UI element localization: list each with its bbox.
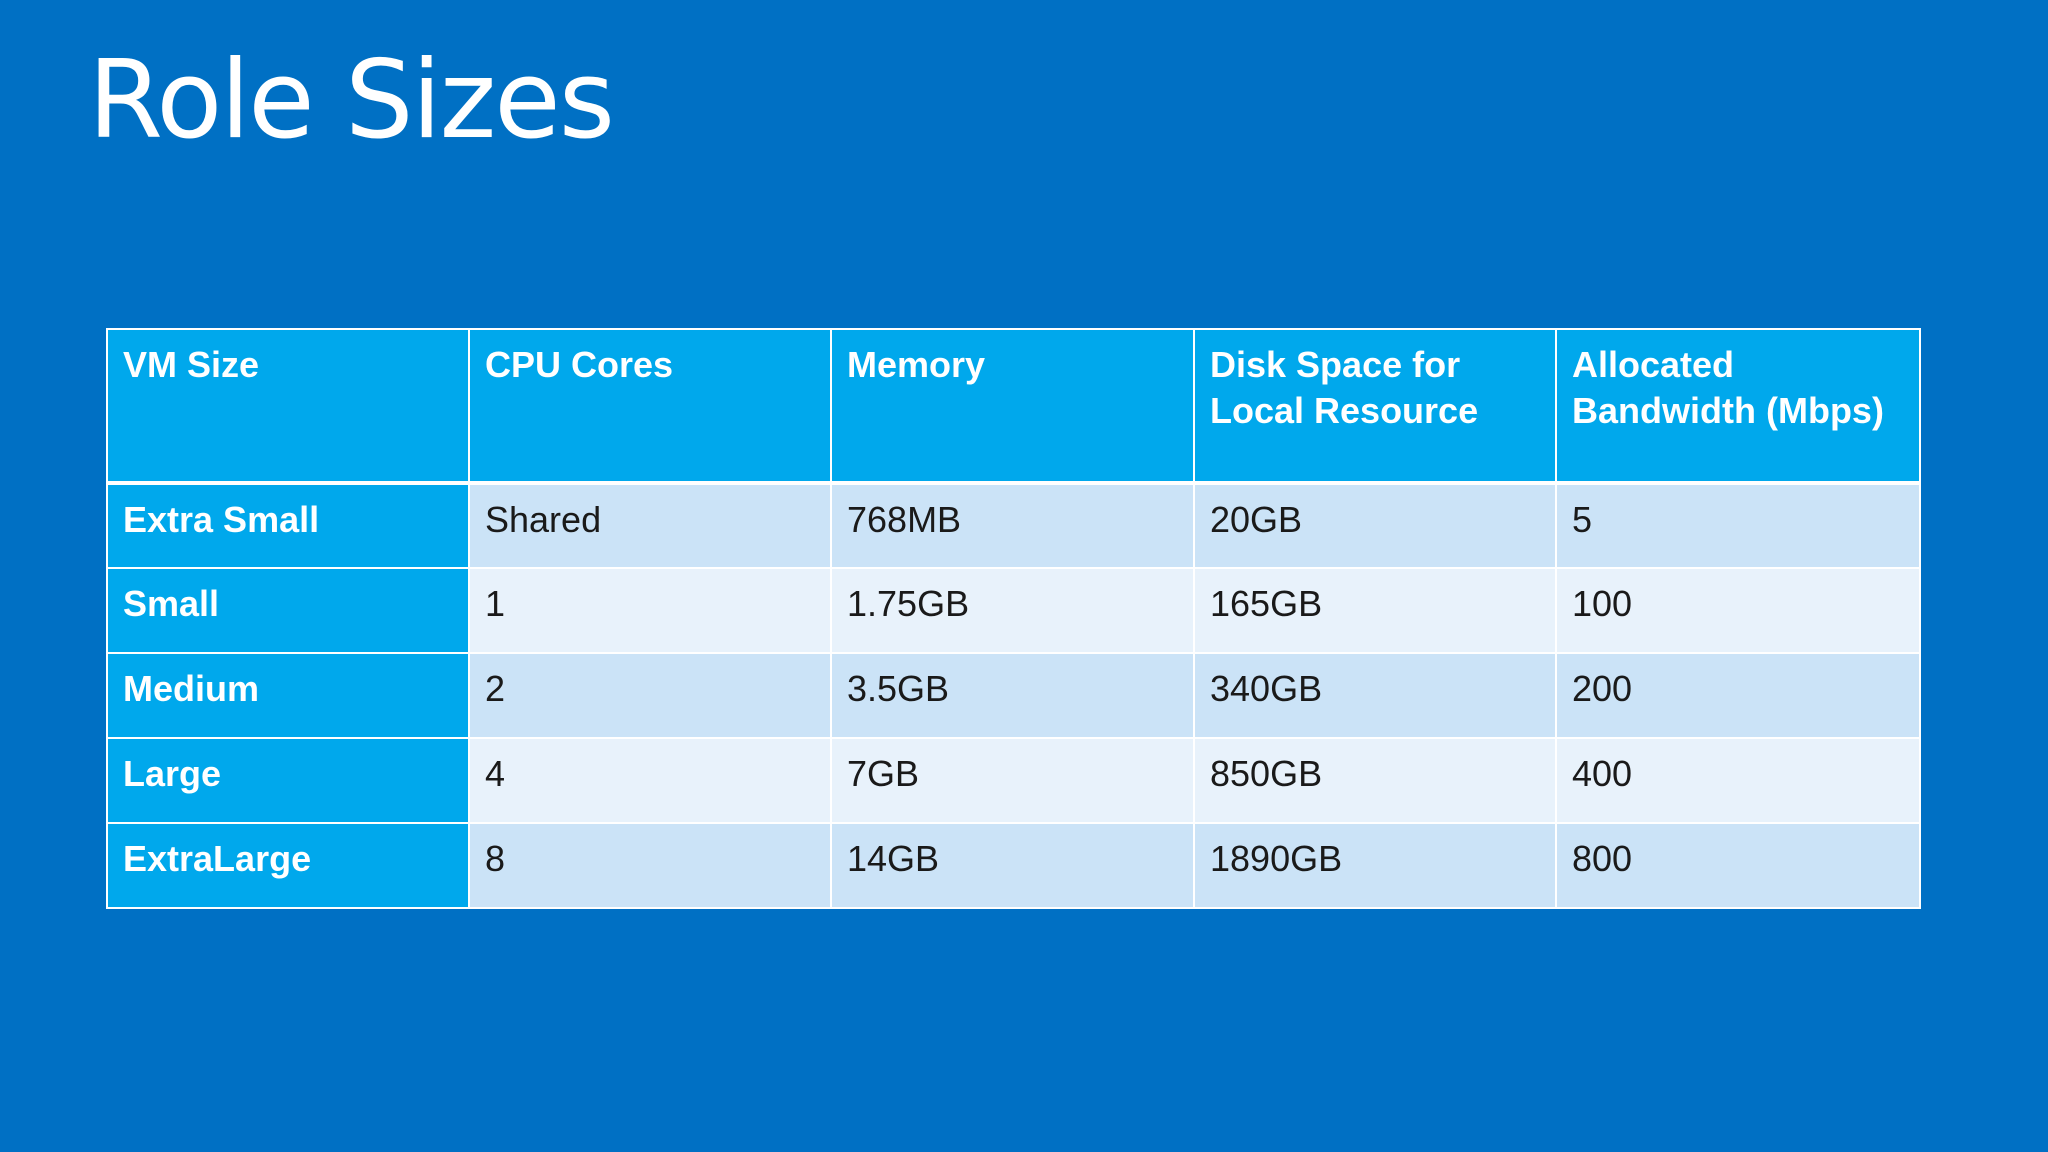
cpu-cores-cell: 8 [468,822,832,909]
table-row: Medium 2 3.5GB 340GB 200 [106,652,1921,739]
vm-size-cell: Large [106,737,470,824]
header-disk-space: Disk Space for Local Resource [1193,328,1557,484]
bandwidth-cell: 100 [1555,567,1921,654]
bandwidth-cell: 200 [1555,652,1921,739]
memory-cell: 768MB [830,482,1195,569]
slide-title: Role Sizes [88,38,615,163]
header-memory: Memory [830,328,1195,484]
bandwidth-cell: 400 [1555,737,1921,824]
vm-size-cell: Small [106,567,470,654]
disk-space-cell: 340GB [1193,652,1557,739]
header-cpu-cores: CPU Cores [468,328,832,484]
memory-cell: 7GB [830,737,1195,824]
cpu-cores-cell: 2 [468,652,832,739]
disk-space-cell: 20GB [1193,482,1557,569]
table-row: Small 1 1.75GB 165GB 100 [106,567,1921,654]
table-row: Extra Small Shared 768MB 20GB 5 [106,482,1921,569]
role-sizes-table: VM Size CPU Cores Memory Disk Space for … [106,328,1921,909]
cpu-cores-cell: Shared [468,482,832,569]
vm-size-cell: ExtraLarge [106,822,470,909]
disk-space-cell: 850GB [1193,737,1557,824]
disk-space-cell: 1890GB [1193,822,1557,909]
bandwidth-cell: 800 [1555,822,1921,909]
disk-space-cell: 165GB [1193,567,1557,654]
header-vm-size: VM Size [106,328,470,484]
table-row: Large 4 7GB 850GB 400 [106,737,1921,824]
header-row: VM Size CPU Cores Memory Disk Space for … [106,328,1921,484]
table-row: ExtraLarge 8 14GB 1890GB 800 [106,822,1921,909]
bandwidth-cell: 5 [1555,482,1921,569]
cpu-cores-cell: 4 [468,737,832,824]
cpu-cores-cell: 1 [468,567,832,654]
memory-cell: 3.5GB [830,652,1195,739]
header-bandwidth: Allocated Bandwidth (Mbps) [1555,328,1921,484]
vm-size-cell: Medium [106,652,470,739]
memory-cell: 1.75GB [830,567,1195,654]
vm-size-cell: Extra Small [106,482,470,569]
memory-cell: 14GB [830,822,1195,909]
